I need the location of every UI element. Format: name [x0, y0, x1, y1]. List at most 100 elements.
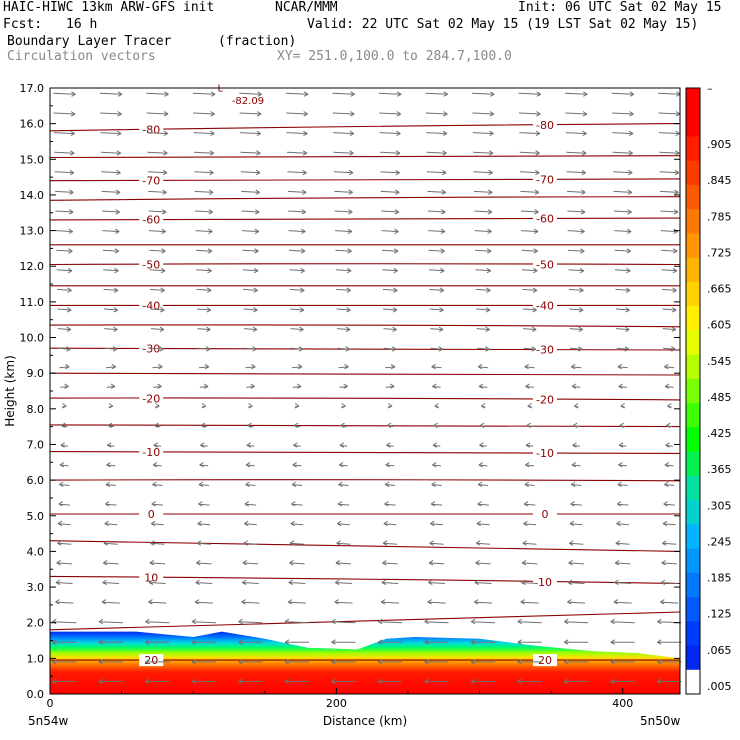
- wind-vector: [428, 267, 445, 274]
- wind-vector: [148, 228, 167, 235]
- wind-vector: [424, 639, 449, 645]
- wind-vector: [572, 442, 580, 448]
- wind-vector: [377, 639, 403, 645]
- wind-vector: [285, 91, 309, 97]
- wind-vector: [241, 579, 259, 585]
- colorbar-label: –: [707, 82, 713, 95]
- wind-vector: [619, 422, 626, 429]
- wind-vector: [151, 346, 164, 352]
- y-tick-label: 13.0: [20, 225, 45, 238]
- wind-vector: [198, 501, 210, 507]
- wind-vector: [56, 287, 72, 293]
- wind-vector: [98, 618, 123, 625]
- wind-vector: [57, 307, 72, 313]
- valid-time: Valid: 22 UTC Sat 02 May 15 (19 LST Sat …: [307, 17, 699, 32]
- wind-vector: [147, 169, 168, 176]
- wind-vector: [473, 189, 493, 195]
- temperature-contour: [49, 217, 681, 221]
- wind-vector: [55, 579, 73, 585]
- org-label: NCAR/MMM: [275, 0, 338, 15]
- wind-vector: [193, 150, 215, 156]
- colorbar-swatch: [686, 669, 700, 695]
- wind-vector: [193, 130, 215, 137]
- y-tick-label: 12.0: [20, 260, 45, 273]
- wind-vector: [378, 91, 402, 97]
- wind-vector: [425, 111, 448, 117]
- temperature-contour: [49, 263, 681, 266]
- wind-vector: [433, 422, 440, 429]
- contour-label-bg: [139, 213, 164, 226]
- wind-vector: [661, 267, 678, 274]
- wind-vector: [377, 678, 403, 684]
- wind-vector: [611, 111, 634, 117]
- colorbar-swatch: [686, 354, 700, 380]
- wind-vector: [617, 363, 628, 370]
- wind-vector: [660, 599, 679, 605]
- wind-vector: [243, 520, 257, 527]
- contour-label: 0: [148, 508, 155, 521]
- wind-vector: [476, 520, 490, 527]
- wind-vector: [566, 169, 587, 176]
- wind-vector: [569, 520, 583, 527]
- contour-label-bg: [139, 174, 164, 187]
- wind-vector: [195, 228, 213, 235]
- colorbar-label: .605: [707, 319, 732, 332]
- wind-vector: [240, 130, 262, 137]
- wind-vector: [191, 658, 216, 665]
- wind-vector: [333, 169, 354, 176]
- wind-vector: [331, 678, 356, 684]
- wind-vector: [523, 501, 536, 507]
- wind-vector: [153, 383, 162, 389]
- wind-vector: [430, 501, 443, 507]
- wind-vector: [62, 403, 67, 409]
- wind-vector: [105, 481, 116, 487]
- wind-vector: [102, 248, 120, 254]
- wind-vector: [155, 403, 160, 409]
- wind-vector: [287, 599, 306, 605]
- wind-vector: [517, 639, 542, 645]
- wind-vector: [150, 326, 165, 333]
- wind-vector: [291, 481, 303, 487]
- wind-vector: [570, 363, 582, 370]
- wind-vector: [479, 442, 487, 448]
- y-tick-label: 7.0: [27, 438, 45, 451]
- wind-vector: [429, 287, 445, 293]
- wind-vector: [563, 678, 589, 684]
- wind-vector: [146, 111, 169, 117]
- wind-vector: [387, 403, 393, 409]
- wind-vector: [152, 461, 162, 468]
- wind-vector: [430, 326, 444, 333]
- colorbar-swatch: [686, 281, 700, 307]
- wind-vector: [663, 346, 676, 352]
- wind-vector: [243, 326, 258, 333]
- wind-vector: [336, 307, 351, 313]
- wind-vector: [568, 287, 584, 293]
- wind-vector: [661, 287, 677, 293]
- wind-vector: [384, 481, 396, 487]
- contour-label-bg: [139, 392, 164, 405]
- wind-vector: [614, 267, 631, 274]
- wind-vector: [104, 346, 118, 352]
- wind-vector: [150, 540, 165, 546]
- wind-vector: [241, 209, 260, 215]
- wind-vector: [248, 403, 253, 409]
- y-tick-label: 8.0: [27, 403, 45, 416]
- contour-label: -40: [536, 299, 554, 312]
- wind-vector: [289, 287, 305, 293]
- contour-label-bg: [532, 576, 557, 589]
- wind-vector: [473, 169, 493, 176]
- wind-vector: [287, 189, 307, 195]
- wind-vector: [195, 248, 213, 254]
- wind-vector: [242, 559, 259, 566]
- colorbar-swatch: [686, 306, 700, 331]
- wind-vector: [380, 150, 401, 156]
- wind-vector: [571, 383, 581, 389]
- wind-vector: [470, 678, 496, 684]
- wind-vector: [426, 150, 447, 156]
- wind-vector: [52, 678, 77, 684]
- wind-vector: [565, 111, 588, 117]
- contour-label-bg: [532, 654, 557, 667]
- y-tick-label: 4.0: [27, 545, 45, 558]
- wind-vector: [58, 346, 71, 352]
- wind-vector: [153, 442, 162, 448]
